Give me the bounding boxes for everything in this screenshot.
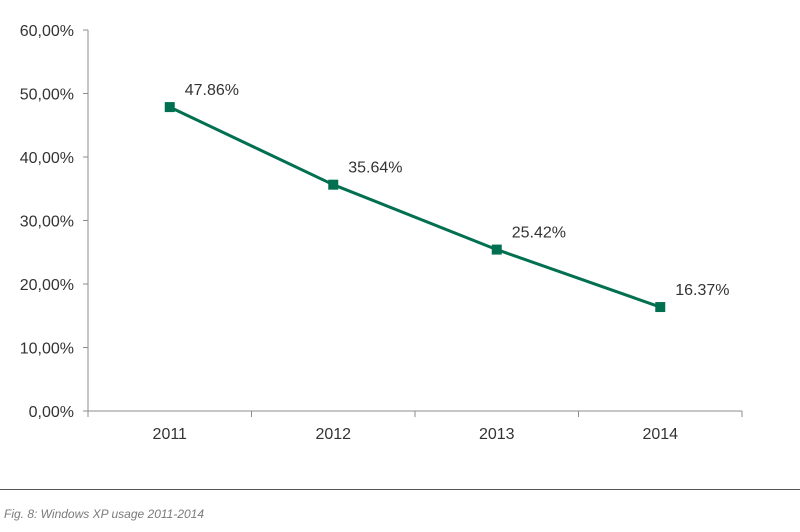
data-label: 47.86% (185, 82, 239, 99)
data-point-marker (655, 302, 666, 313)
x-tick-label: 2012 (315, 426, 351, 443)
y-tick-label: 30,00% (20, 214, 74, 231)
x-tick-label: 2014 (642, 426, 678, 443)
x-tick-label: 2011 (153, 426, 188, 443)
series-layer: 47.86% 35.64% 25.42% 16.37% (164, 82, 730, 313)
x-tick-label: 2013 (479, 426, 515, 443)
data-label: 16.37% (675, 282, 729, 299)
x-axis: 2011 2012 2013 2014 (87, 410, 743, 443)
data-point-marker (164, 102, 175, 113)
line-chart: 0,00% 10,00% 20,00% 30,00% 40,00% 50,00% 60,00… (20, 23, 743, 443)
y-axis: 0,00% 10,00% 20,00% 30,00% 40,00% 50,00% 60,00… (20, 23, 89, 421)
data-label: 35.64% (348, 160, 402, 177)
y-tick-label: 0,00% (29, 404, 74, 421)
data-point-marker (328, 179, 339, 190)
y-tick-label: 40,00% (20, 150, 74, 167)
data-label: 25.42% (512, 225, 566, 242)
y-tick-label: 50,00% (20, 87, 74, 104)
y-tick-label: 20,00% (20, 277, 74, 294)
data-point-marker (491, 244, 502, 255)
caption-divider (0, 489, 800, 490)
y-tick-label: 60,00% (20, 23, 74, 40)
figure-caption: Fig. 8: Windows XP usage 2011-2014 (4, 507, 205, 521)
series-line (169, 105, 661, 309)
y-tick-label: 10,00% (20, 341, 74, 358)
